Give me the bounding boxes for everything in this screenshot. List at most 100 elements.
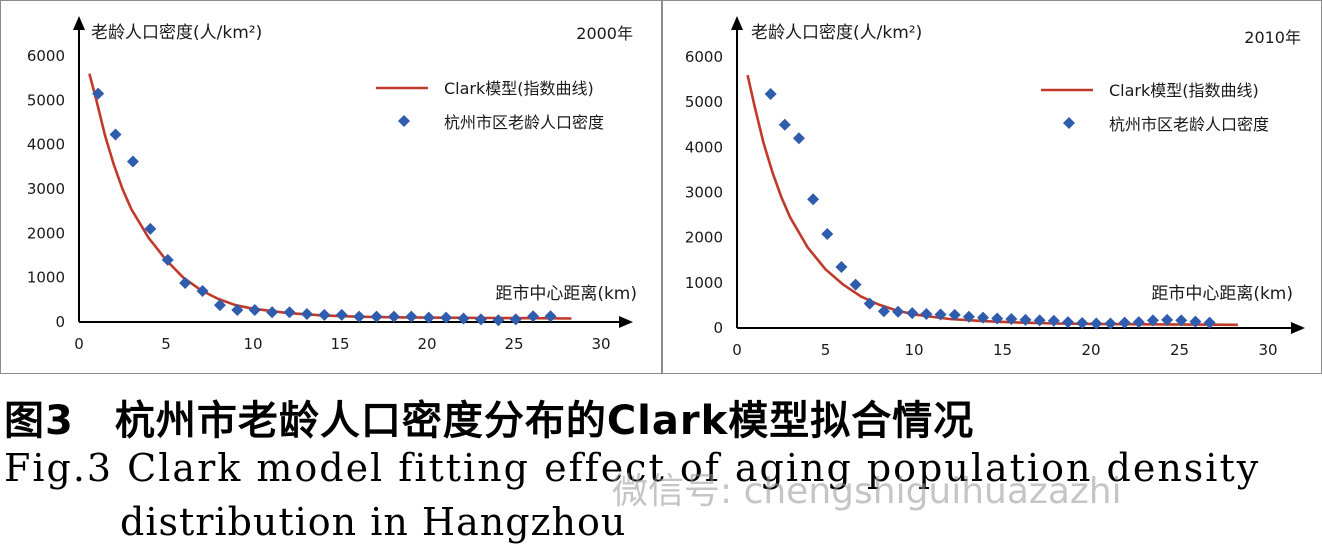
density-data-point	[144, 222, 157, 235]
density-data-point	[778, 118, 791, 131]
x-tick-label: 30	[591, 335, 610, 353]
legend-label-density: 杭州市区老龄人口密度	[1109, 115, 1269, 134]
density-data-point	[1019, 313, 1032, 326]
y-tick-label: 1000	[27, 269, 65, 287]
x-axis-arrow	[1291, 322, 1305, 334]
x-tick-label: 30	[1258, 341, 1277, 359]
density-data-point	[807, 193, 820, 206]
density-data-point	[1104, 317, 1117, 330]
density-data-point	[335, 308, 348, 321]
density-data-point	[318, 308, 331, 321]
legend-label-model: Clark模型(指数曲线)	[444, 79, 594, 98]
density-data-point	[1061, 316, 1074, 329]
density-data-point	[527, 310, 540, 323]
y-tick-label: 0	[713, 319, 723, 337]
y-tick-label: 2000	[685, 229, 723, 247]
y-axis-title: 老龄人口密度(人/km²)	[91, 23, 262, 43]
clark-model-curve	[88, 73, 572, 320]
wechat-watermark: 微信号: chengshiguihuazazhi	[612, 471, 1122, 512]
density-data-point	[1175, 314, 1188, 327]
x-axis-title: 距市中心距离(km)	[495, 284, 637, 304]
density-data-point	[109, 128, 122, 141]
figure-caption-chinese: 图3 杭州市老龄人口密度分布的Clark模型拟合情况	[4, 398, 975, 444]
density-data-point	[991, 312, 1004, 325]
y-axis-arrow	[731, 16, 743, 30]
y-tick-label: 5000	[27, 91, 65, 109]
density-data-point	[877, 305, 890, 318]
density-data-point	[196, 284, 209, 297]
y-tick-label: 4000	[685, 138, 723, 156]
figure-caption-english-line2: distribution in Hangzhou	[120, 500, 627, 544]
density-data-point	[1146, 314, 1159, 327]
year-label: 2010年	[1244, 28, 1301, 47]
density-data-point	[370, 310, 383, 323]
y-tick-label: 3000	[27, 180, 65, 198]
x-axis-title: 距市中心距离(km)	[1151, 284, 1293, 304]
chart-panel-2010: 0 5 10 15 20 25 30 0 1000 2000 3000 4000 5000 6000 老龄人…	[662, 0, 1322, 374]
density-data-point	[835, 261, 848, 274]
density-data-point	[422, 311, 435, 324]
density-data-point	[948, 308, 961, 321]
density-data-point	[1047, 314, 1060, 327]
y-tick-label: 4000	[27, 136, 65, 154]
y-tick-label: 3000	[685, 184, 723, 202]
legend-label-density: 杭州市区老龄人口密度	[444, 113, 604, 132]
y-tick-label: 1000	[685, 274, 723, 292]
chart-panel-2000: 0 5 10 15 20 25 30 0 1000 2000 3000 4000 5000 6000 老龄人…	[0, 0, 662, 374]
density-data-point	[849, 278, 862, 291]
density-data-point	[231, 304, 244, 317]
x-tick-label: 10	[243, 335, 262, 353]
density-data-point	[977, 311, 990, 324]
density-data-point	[179, 276, 192, 289]
x-tick-label: 15	[330, 335, 349, 353]
density-data-point	[934, 308, 947, 321]
figure-caption-english-line1: Fig.3 Clark model fitting effect of agin…	[4, 446, 1261, 490]
density-data-point	[792, 132, 805, 145]
density-data-point	[863, 297, 876, 310]
density-data-point	[892, 305, 905, 318]
density-data-point	[821, 228, 834, 241]
density-data-point	[213, 299, 226, 312]
density-data-point	[509, 313, 522, 326]
y-tick-label: 6000	[27, 47, 65, 65]
density-data-point	[353, 310, 366, 323]
density-data-point	[1118, 316, 1131, 329]
x-tick-label: 5	[821, 341, 831, 359]
y-tick-label: 5000	[685, 93, 723, 111]
density-data-point	[962, 310, 975, 323]
density-data-point	[492, 314, 505, 327]
density-data-point	[544, 310, 557, 323]
density-data-point	[283, 306, 296, 319]
x-tick-label: 20	[1081, 341, 1100, 359]
x-tick-label: 0	[74, 335, 84, 353]
density-data-point	[1033, 314, 1046, 327]
y-tick-label: 0	[55, 313, 65, 331]
y-axis-arrow	[73, 16, 85, 30]
density-data-point	[266, 306, 279, 319]
density-data-point	[764, 88, 777, 101]
legend-label-model: Clark模型(指数曲线)	[1109, 81, 1259, 100]
x-tick-label: 15	[993, 341, 1012, 359]
x-tick-label: 0	[732, 341, 742, 359]
density-data-point	[126, 155, 139, 168]
density-data-point	[1076, 317, 1089, 330]
chart-2000: 0 5 10 15 20 25 30 0 1000 2000 3000 4000 5000 6000 老龄人…	[27, 16, 637, 353]
density-data-point	[1203, 316, 1216, 329]
density-data-point	[920, 307, 933, 320]
year-label: 2000年	[576, 24, 633, 43]
density-data-point	[457, 312, 470, 325]
legend-diamond-swatch	[398, 115, 410, 127]
y-tick-label: 2000	[27, 224, 65, 242]
density-data-point	[440, 311, 453, 324]
x-tick-label: 25	[504, 335, 523, 353]
density-data-point	[300, 308, 313, 321]
density-data-point	[1161, 313, 1174, 326]
density-data-point	[405, 310, 418, 323]
density-data-point	[906, 307, 919, 320]
density-data-point	[248, 304, 261, 317]
density-data-point	[92, 87, 105, 100]
density-data-point	[1189, 315, 1202, 328]
x-tick-label: 5	[161, 335, 171, 353]
x-tick-label: 20	[417, 335, 436, 353]
density-data-point	[387, 310, 400, 323]
